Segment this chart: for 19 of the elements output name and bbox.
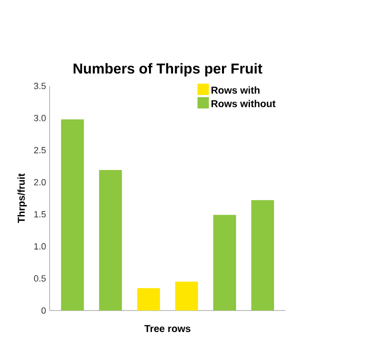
bar (175, 282, 198, 311)
bar (61, 120, 84, 311)
y-tick-label: 1.5 (34, 211, 46, 218)
y-tick-label: 3.5 (34, 83, 46, 90)
y-tick-label: 3.0 (34, 115, 46, 122)
bar (213, 215, 236, 311)
y-tick-label: 1.0 (34, 243, 46, 250)
legend-label: Rows without (212, 100, 276, 108)
chart-title: Numbers of Thrips per Fruit (74, 63, 262, 77)
bar (99, 170, 122, 311)
bar (137, 288, 160, 311)
y-tick-label: 0.5 (34, 275, 46, 282)
y-tick-label: 0 (41, 308, 46, 314)
y-tick-label: 2.5 (34, 147, 46, 154)
bar (251, 200, 274, 311)
legend-label: Rows with (212, 86, 260, 94)
x-axis-title: Tree rows (144, 325, 190, 332)
y-axis-title: Thrps/fruit (18, 174, 27, 224)
y-tick-label: 2.0 (34, 179, 46, 186)
